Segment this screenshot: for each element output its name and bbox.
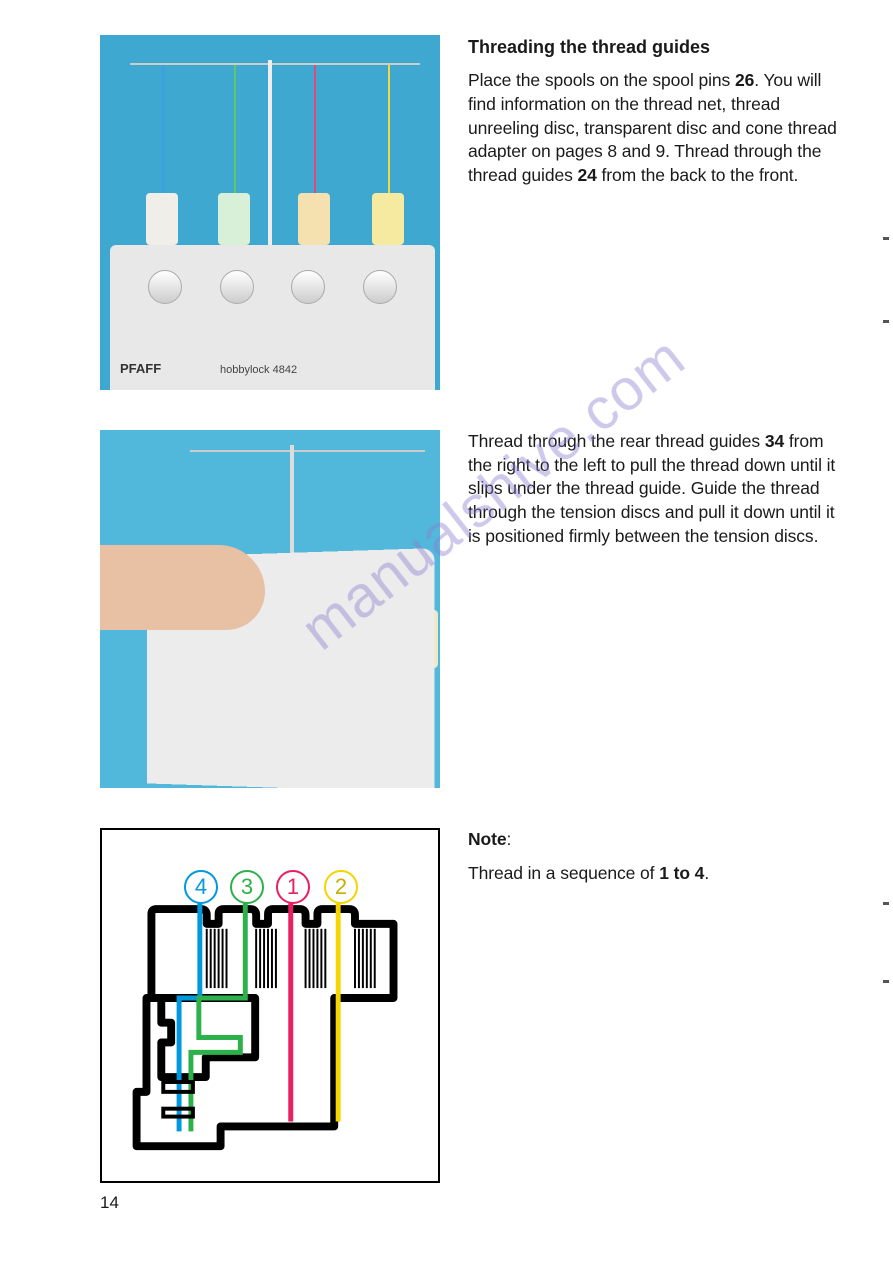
brand-label: PFAFF [120, 361, 161, 376]
thread-bar-icon [130, 63, 420, 65]
sequence-circle-4: 4 [184, 870, 218, 904]
circle-label: 4 [195, 874, 207, 900]
edge-mark-icon [883, 237, 889, 240]
colon: : [507, 829, 512, 849]
threading-diagram: 4 3 1 2 [100, 828, 440, 1183]
spool-4-icon [372, 193, 404, 245]
text: from the back to the front. [597, 165, 798, 185]
spool-1-icon [146, 193, 178, 245]
note-label: Note [468, 829, 507, 849]
photo-2 [100, 430, 440, 788]
text: Place the spools on the spool pins [468, 70, 735, 90]
row-3: 4 3 1 2 Note: Thread in a sequence of 1 … [100, 828, 843, 1183]
edge-mark-icon [883, 320, 889, 323]
ref-number: 26 [735, 70, 754, 90]
circle-label: 1 [287, 874, 299, 900]
sequence-circle-1: 1 [276, 870, 310, 904]
machine-body-icon: PFAFF hobbylock 4842 [110, 245, 435, 390]
thread-bar-icon [190, 450, 425, 452]
photo-1-frame: PFAFF hobbylock 4842 [100, 35, 440, 390]
row-2: Thread through the rear thread guides 34… [100, 430, 843, 788]
tension-dial-icon [291, 270, 325, 304]
thread-stand-icon [268, 60, 272, 245]
sequence-circle-3: 3 [230, 870, 264, 904]
page-number: 14 [100, 1193, 843, 1213]
text: . [704, 863, 709, 883]
section-heading: Threading the thread guides [468, 35, 843, 59]
photo-2-frame [100, 430, 440, 788]
spool-3-icon [298, 193, 330, 245]
ref-number: 34 [765, 431, 784, 451]
spool-2-icon [218, 193, 250, 245]
text: Thread in a sequence of [468, 863, 659, 883]
section2-paragraph: Thread through the rear thread guides 34… [468, 430, 843, 548]
text-block-1: Threading the thread guides Place the sp… [468, 35, 843, 187]
dial-row [110, 270, 435, 304]
diagram-svg [102, 830, 438, 1181]
section3-paragraph: Thread in a sequence of 1 to 4. [468, 862, 843, 886]
circle-label: 3 [241, 874, 253, 900]
text: Thread through the rear thread guides [468, 431, 765, 451]
edge-mark-icon [883, 980, 889, 983]
hand-icon [100, 545, 265, 630]
tension-dial-icon [363, 270, 397, 304]
note-line: Note: [468, 828, 843, 852]
text-block-2: Thread through the rear thread guides 34… [468, 430, 843, 548]
section1-paragraph: Place the spools on the spool pins 26. Y… [468, 69, 843, 187]
row-1: PFAFF hobbylock 4842 Threading the threa… [100, 35, 843, 390]
sequence-ref: 1 to 4 [659, 863, 704, 883]
tension-dial-icon [148, 270, 182, 304]
edge-mark-icon [883, 902, 889, 905]
circle-label: 2 [335, 874, 347, 900]
model-label: hobbylock 4842 [220, 364, 297, 376]
sequence-circle-2: 2 [324, 870, 358, 904]
text-block-3: Note: Thread in a sequence of 1 to 4. [468, 828, 843, 885]
tension-dial-icon [220, 270, 254, 304]
photo-1: PFAFF hobbylock 4842 [100, 35, 440, 390]
ref-number: 24 [578, 165, 597, 185]
